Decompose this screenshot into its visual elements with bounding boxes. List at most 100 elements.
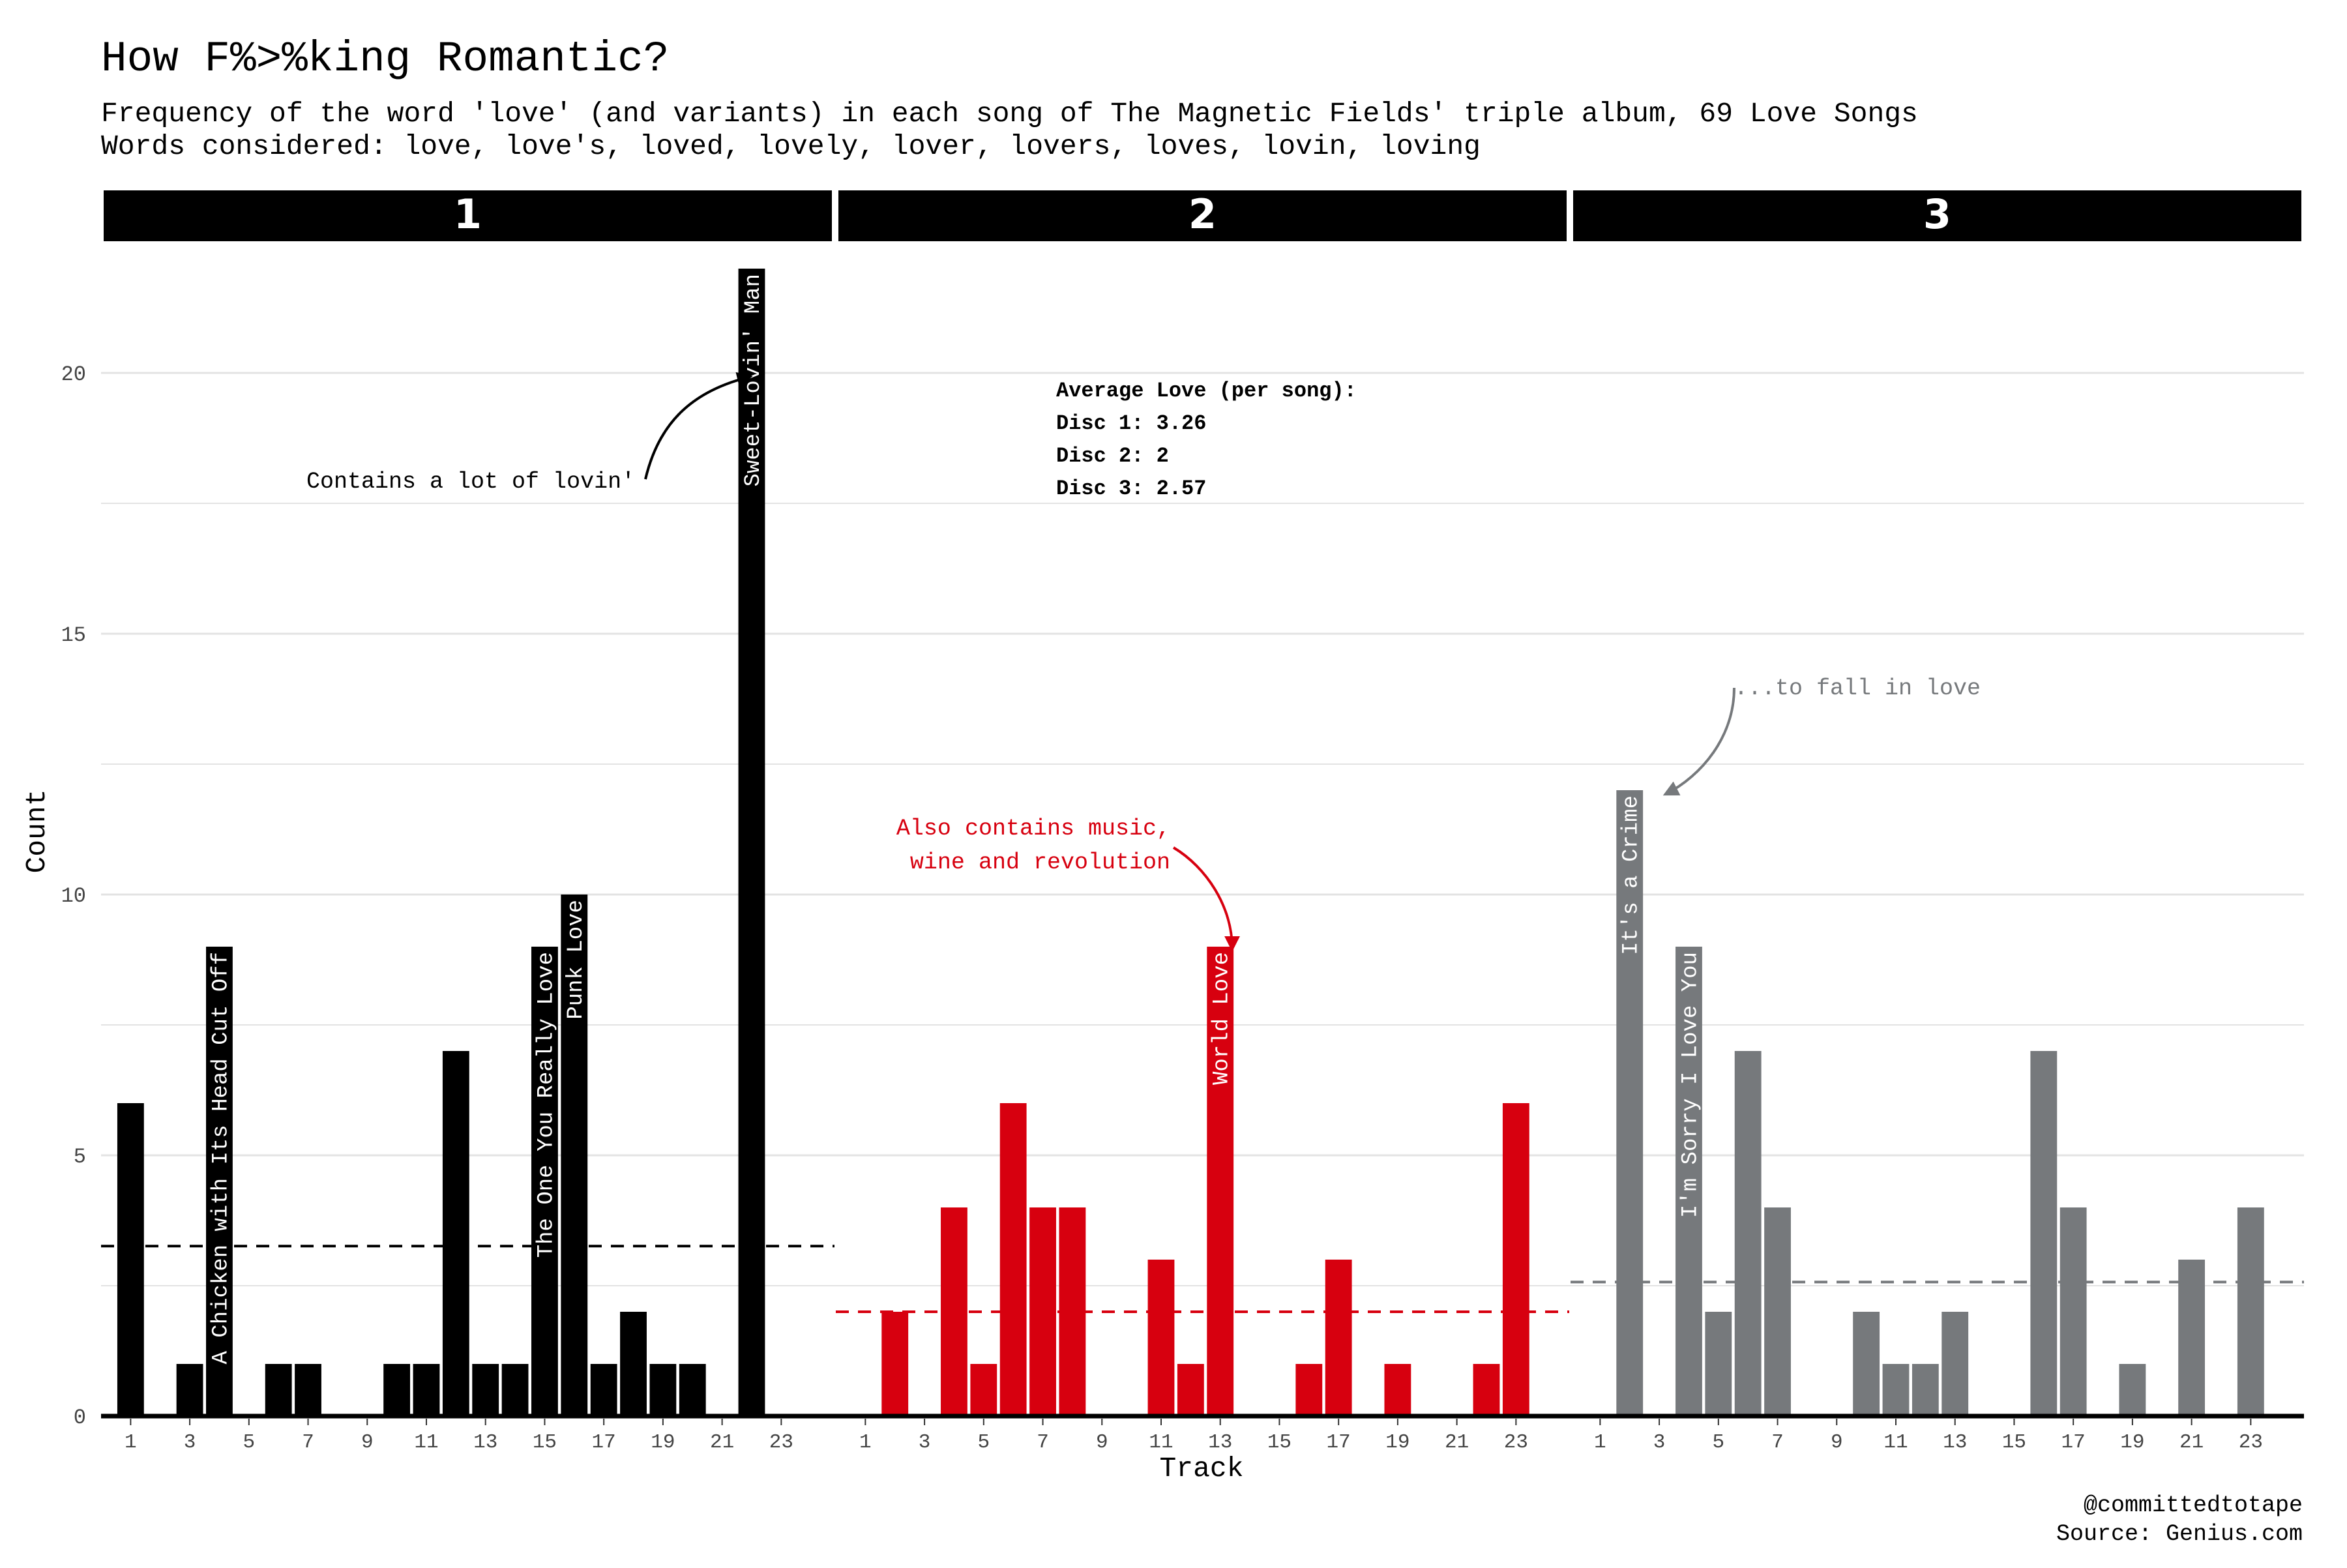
average-box-disc2: Disc 2: 2: [1056, 444, 1169, 468]
bar: [970, 1364, 997, 1416]
bar: [1764, 1207, 1791, 1416]
bar: [117, 1103, 144, 1416]
bar: [1705, 1312, 1732, 1416]
x-tick-label: 19: [651, 1431, 675, 1454]
bar-title-label: The One You Really Love: [534, 952, 559, 1258]
bar: [1941, 1312, 1969, 1416]
chart-subtitle-line1: Frequency of the word 'love' (and varian…: [101, 98, 1918, 130]
x-tick-label: 17: [2061, 1431, 2086, 1454]
average-box-heading: Average Love (per song):: [1056, 379, 1357, 403]
annotation-arrow-disc1: [644, 372, 753, 480]
x-tick-label: 11: [414, 1431, 438, 1454]
bar: [2119, 1364, 2146, 1416]
x-tick-label: 3: [184, 1431, 196, 1454]
x-tick-label: 9: [1096, 1431, 1108, 1454]
bar: [738, 269, 765, 1416]
x-tick-label: 19: [2120, 1431, 2144, 1454]
bar: [2030, 1051, 2058, 1416]
average-box-disc1: Disc 1: 3.26: [1056, 411, 1206, 436]
chart-title: How F%>%king Romantic?: [101, 35, 669, 83]
bar: [1616, 790, 1644, 1416]
x-tick-label: 7: [1037, 1431, 1049, 1454]
bar: [1502, 1103, 1529, 1416]
bar-title-label: A Chicken with Its Head Cut Off: [209, 952, 233, 1365]
x-tick-label: 3: [919, 1431, 931, 1454]
bar: [1675, 947, 1702, 1416]
chart-subtitle-line2: Words considered: love, love's, loved, l…: [101, 130, 1481, 162]
x-tick-label: 23: [769, 1431, 793, 1454]
average-box-disc3: Disc 3: 2.57: [1056, 477, 1206, 501]
facet-strip-label: 3: [1923, 190, 1951, 238]
facet-strips: 1 2 3: [104, 190, 2301, 241]
annotation-disc1: Contains a lot of lovin': [306, 469, 635, 495]
bar: [590, 1364, 617, 1416]
x-tick-label: 21: [1445, 1431, 1469, 1454]
x-tick-label: 9: [361, 1431, 374, 1454]
facet-strip: [104, 190, 832, 241]
bar: [1177, 1364, 1204, 1416]
y-tick-label: 10: [61, 884, 86, 908]
annotation-disc2-line2: wine and revolution: [910, 850, 1170, 876]
x-tick-label: 21: [710, 1431, 734, 1454]
x-tick-label: 23: [1504, 1431, 1528, 1454]
facet-strip: [1573, 190, 2301, 241]
bar: [413, 1364, 440, 1416]
bar-title-label: It's a Crime: [1619, 795, 1644, 955]
bar-labels: A Chicken with Its Head Cut Off The One Y…: [209, 274, 1703, 1365]
y-axis-label: Count: [21, 789, 53, 873]
bar-title-label: World Love: [1210, 952, 1235, 1085]
x-tick-label: 1: [125, 1431, 137, 1454]
annotation-arrow-disc3: [1662, 687, 1735, 796]
facet-strip-label: 1: [454, 190, 482, 238]
bar: [1384, 1364, 1411, 1416]
bar-title-label: Punk Love: [564, 900, 589, 1020]
bar: [1147, 1260, 1175, 1416]
x-tick-label: 15: [1267, 1431, 1292, 1454]
x-tick-label: 21: [2179, 1431, 2204, 1454]
bar: [472, 1364, 499, 1416]
bar: [881, 1312, 909, 1416]
x-tick-label: 13: [473, 1431, 497, 1454]
x-tick-label: 1: [1594, 1431, 1606, 1454]
bar: [206, 947, 233, 1416]
bar: [2178, 1260, 2206, 1416]
x-tick-label: 15: [2002, 1431, 2026, 1454]
bar: [176, 1364, 203, 1416]
bar: [1853, 1312, 1880, 1416]
x-tick-label: 17: [592, 1431, 616, 1454]
x-tick-label: 23: [2239, 1431, 2263, 1454]
bar: [1734, 1051, 1762, 1416]
annotation-disc2-line1: Also contains music,: [896, 816, 1170, 842]
bar: [649, 1364, 677, 1416]
x-tick-label: 11: [1883, 1431, 1908, 1454]
bar: [1473, 1364, 1500, 1416]
bar: [561, 895, 588, 1416]
x-tick-label: 19: [1385, 1431, 1410, 1454]
bar-title-label: I'm Sorry I Love You: [1678, 952, 1703, 1218]
bar: [2059, 1207, 2087, 1416]
average-box: Average Love (per song): Disc 1: 3.26 Di…: [1056, 379, 1357, 501]
x-tick-label: 13: [1208, 1431, 1232, 1454]
x-tick-label: 9: [1831, 1431, 1843, 1454]
bar: [999, 1103, 1027, 1416]
x-tick-label: 5: [243, 1431, 256, 1454]
x-tick-label: 3: [1653, 1431, 1666, 1454]
bar: [679, 1364, 706, 1416]
bar: [1325, 1260, 1352, 1416]
bar: [1059, 1207, 1086, 1416]
bar: [531, 947, 558, 1416]
x-tick-label: 1: [859, 1431, 872, 1454]
x-axis-label: Track: [1159, 1453, 1243, 1485]
x-tick-label: 7: [1771, 1431, 1784, 1454]
bar: [442, 1051, 469, 1416]
bar: [501, 1364, 529, 1416]
bar: [2237, 1207, 2264, 1416]
x-tick-label: 17: [1327, 1431, 1351, 1454]
x-tick-label: 7: [302, 1431, 314, 1454]
y-tick-label: 20: [61, 362, 86, 387]
bar: [1912, 1364, 1939, 1416]
annotation-arrow-disc2: [1172, 846, 1240, 952]
